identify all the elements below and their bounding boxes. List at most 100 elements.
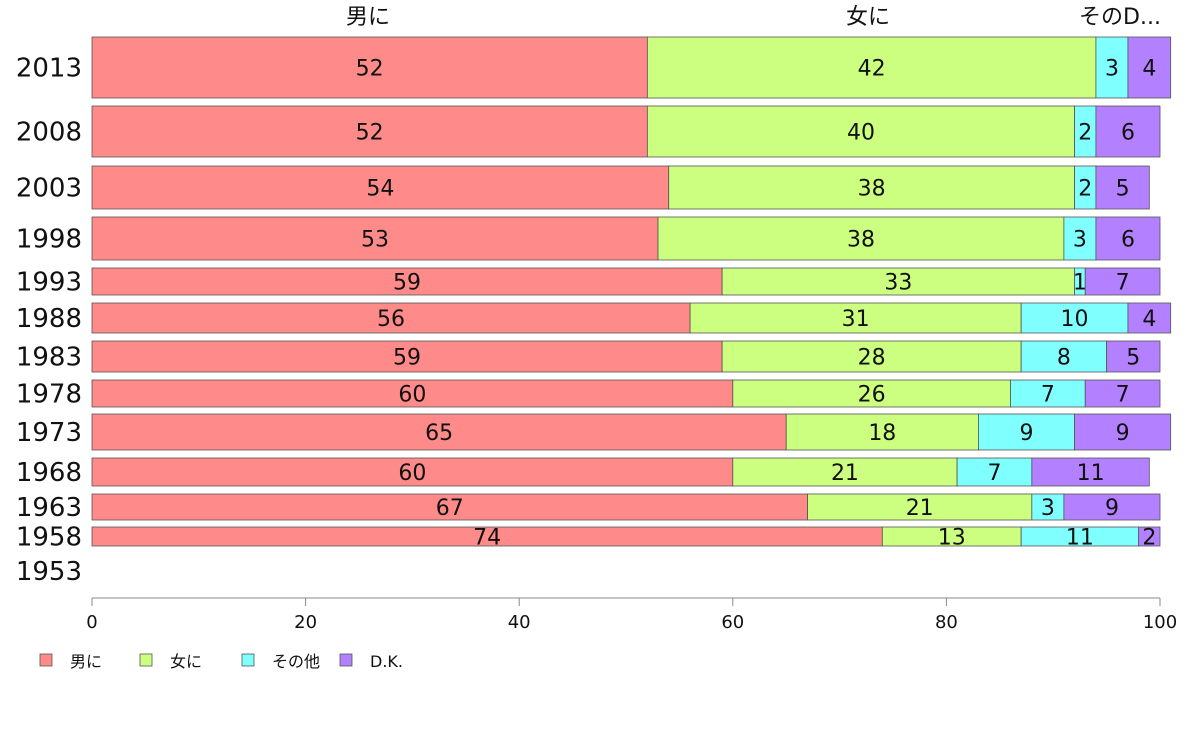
- bar-segment: [721, 340, 1022, 373]
- legend-swatch: [339, 653, 353, 667]
- year-label: 2003: [16, 174, 82, 204]
- bar-segment: [91, 493, 808, 521]
- data-label: 54: [366, 177, 394, 202]
- bar-segment: [91, 216, 659, 261]
- bar-segment: [1063, 216, 1097, 261]
- data-label: 7: [1041, 383, 1055, 408]
- bars: 52 42 3 452 40 2 654 38 2 553 38 3 659 33 1 756 31 10 459 2…: [91, 36, 1172, 551]
- data-label: 11: [1077, 461, 1105, 486]
- bar-segment: [668, 165, 1075, 210]
- data-label: 6: [1121, 228, 1135, 253]
- data-label: 42: [858, 57, 886, 82]
- bar-segment: [1095, 216, 1161, 261]
- data-label: 53: [361, 228, 389, 253]
- data-label: 18: [868, 421, 896, 446]
- bar-segment: [785, 413, 979, 451]
- column-header: 男に: [346, 5, 390, 30]
- year-label: 1963: [16, 493, 82, 523]
- data-label: 7: [1116, 271, 1130, 296]
- bar-segment: [1031, 457, 1150, 487]
- year-label: 2008: [16, 118, 82, 148]
- data-label: 4: [1142, 57, 1156, 82]
- bar-segment: [1138, 526, 1161, 547]
- data-label: 21: [906, 496, 934, 521]
- data-label: 6: [1121, 121, 1135, 146]
- legend-item: 女に: [139, 652, 202, 671]
- bar-segment: [91, 36, 648, 99]
- data-label: 8: [1057, 346, 1071, 371]
- x-tick-label: 80: [935, 612, 958, 633]
- year-label: 1983: [16, 343, 82, 373]
- legend-swatch: [241, 653, 255, 667]
- bar-segment: [1095, 165, 1150, 210]
- data-label: 7: [1116, 383, 1130, 408]
- data-label: 59: [393, 346, 421, 371]
- bar-segment: [646, 105, 1075, 158]
- year-labels: 2013 2008 2003 1998 1993 1988 1983 1978 1973 1968…: [16, 54, 82, 588]
- data-label: 33: [884, 271, 912, 296]
- x-tick-label: 60: [721, 612, 744, 633]
- data-label: 2: [1078, 177, 1092, 202]
- column-header: 女に: [846, 5, 890, 30]
- data-label: 59: [393, 271, 421, 296]
- legend-item: その他: [241, 652, 320, 671]
- data-label: 60: [398, 383, 426, 408]
- data-label: 5: [1116, 177, 1130, 202]
- data-label: 74: [473, 526, 501, 551]
- bar-segment: [91, 105, 648, 158]
- year-label: 1953: [16, 557, 82, 587]
- data-label: 3: [1041, 496, 1055, 521]
- data-label: 65: [425, 421, 453, 446]
- bar-segment: [1084, 379, 1161, 408]
- x-tick-label: 40: [508, 612, 531, 633]
- bar-segment: [1106, 340, 1161, 373]
- data-label: 9: [1105, 496, 1119, 521]
- legend-swatch: [39, 653, 53, 667]
- data-label: 60: [398, 461, 426, 486]
- data-label: 31: [842, 307, 870, 332]
- year-label: 2013: [16, 54, 82, 84]
- data-label: 10: [1061, 307, 1089, 332]
- data-label: 13: [938, 526, 966, 551]
- legend-label: 男に: [70, 652, 102, 671]
- year-label: 1958: [16, 523, 82, 553]
- data-label: 52: [356, 121, 384, 146]
- bar-segment: [732, 379, 1011, 408]
- data-label: 38: [858, 177, 886, 202]
- bar-segment: [1095, 36, 1129, 99]
- bar-segment: [91, 457, 734, 487]
- x-tick-label: 0: [86, 612, 97, 633]
- legend-label: その他: [272, 652, 320, 671]
- data-label: 9: [1116, 421, 1130, 446]
- data-label: 3: [1073, 228, 1087, 253]
- x-axis: 0 20 40 60 80 100: [86, 597, 1177, 633]
- bar-segment: [1084, 267, 1161, 296]
- data-label: 28: [858, 346, 886, 371]
- data-label: 21: [831, 461, 859, 486]
- data-label: 7: [987, 461, 1001, 486]
- data-label: 38: [847, 228, 875, 253]
- legend-label: D.K.: [370, 652, 403, 671]
- data-label: 40: [847, 121, 875, 146]
- data-label: 5: [1126, 346, 1140, 371]
- bar-segment: [807, 493, 1033, 521]
- data-label: 2: [1078, 121, 1092, 146]
- bar-segment: [689, 302, 1022, 334]
- bar-segment: [1127, 36, 1172, 99]
- bar-segment: [1010, 379, 1086, 408]
- year-label: 1993: [16, 268, 82, 298]
- data-label: 67: [436, 496, 464, 521]
- data-label: 52: [356, 57, 384, 82]
- legend-item: D.K.: [339, 652, 403, 671]
- data-label: 11: [1066, 526, 1094, 551]
- column-headers: 男に 女に そのD...: [346, 5, 1161, 30]
- year-label: 1988: [16, 304, 82, 334]
- bar-segment: [1063, 493, 1161, 521]
- data-label: 26: [858, 383, 886, 408]
- year-label: 1978: [16, 380, 82, 410]
- bar-segment: [91, 340, 723, 373]
- year-label: 1998: [16, 225, 82, 255]
- legend-swatch: [139, 653, 153, 667]
- legend-item: 男に: [39, 652, 102, 671]
